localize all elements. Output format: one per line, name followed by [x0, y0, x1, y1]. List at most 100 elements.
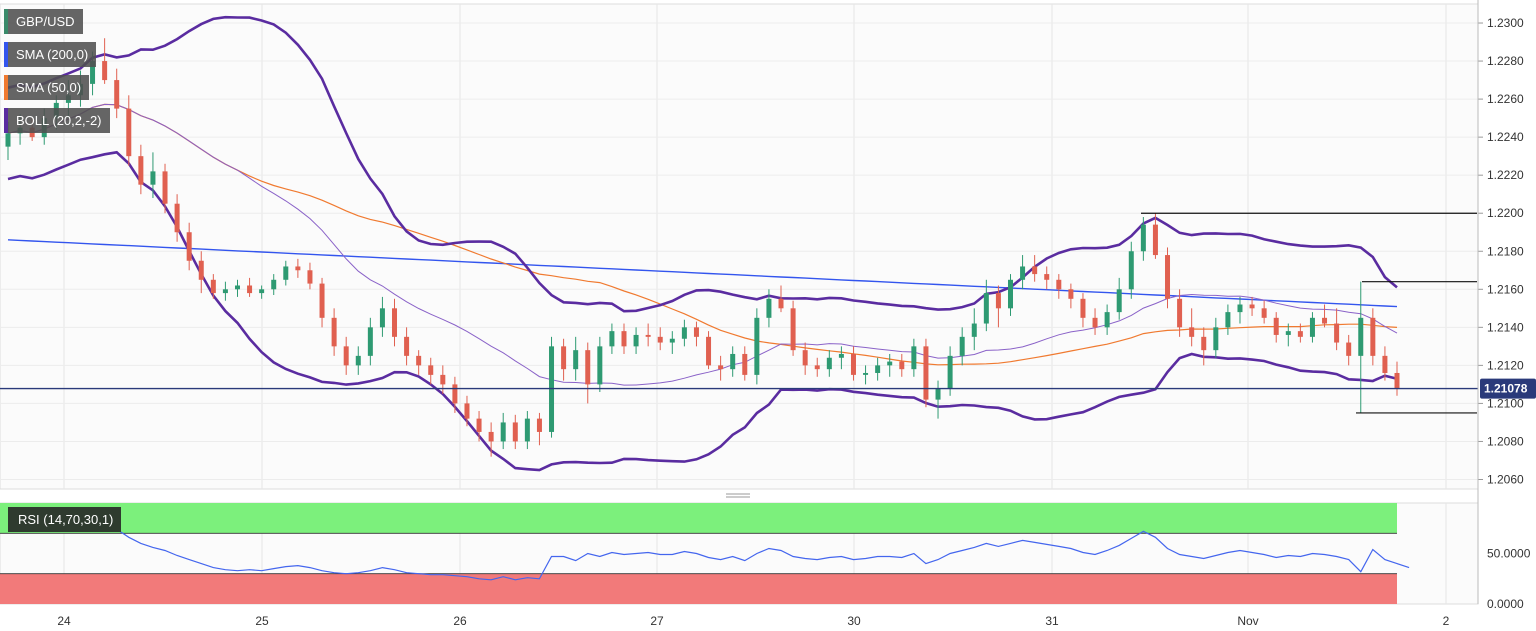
candle-body: [1201, 336, 1207, 351]
price-panel: [0, 3, 1479, 490]
candle-body: [222, 289, 228, 294]
candle-body: [681, 327, 687, 339]
candle-body: [657, 336, 663, 343]
candle-body: [379, 308, 385, 328]
legend-symbol-label: GBP/USD: [16, 14, 75, 29]
candle-body: [1249, 304, 1255, 309]
candle-body: [1285, 331, 1291, 335]
boll-middle-line: [7, 103, 1398, 386]
candle-body: [899, 361, 905, 370]
candle-body: [186, 232, 192, 261]
candle-body: [947, 355, 953, 389]
rsi-oversold-band: [0, 573, 1397, 604]
candle-body: [621, 331, 627, 347]
legend-rsi[interactable]: RSI (14,70,30,1): [4, 507, 122, 532]
x-tick-label: Nov: [1237, 614, 1258, 628]
x-tick-label: 26: [453, 614, 467, 628]
candle-body: [693, 327, 699, 337]
y-tick-label: 1.2300: [1487, 16, 1524, 30]
candle-body: [730, 353, 736, 370]
candle-body: [814, 365, 820, 370]
y-tick-label: 1.2280: [1487, 54, 1524, 68]
candle-body: [524, 418, 530, 442]
candle-body: [597, 346, 603, 385]
candle-body: [754, 317, 760, 375]
candle-body: [609, 331, 615, 347]
candle-body: [1032, 266, 1038, 275]
candle-body: [1394, 372, 1400, 389]
candle-body: [5, 133, 11, 147]
candle-body: [911, 346, 917, 370]
candle-body: [1140, 224, 1146, 252]
candle-body: [1382, 355, 1388, 373]
candle-body: [935, 388, 941, 400]
candle-body: [875, 365, 881, 373]
candle-body: [464, 403, 470, 419]
candle-body: [790, 308, 796, 351]
x-tick-label: 27: [650, 614, 664, 628]
candle-body: [247, 285, 253, 294]
candle-body: [838, 353, 844, 358]
x-tick-label: 30: [847, 614, 861, 628]
candle-body: [343, 346, 349, 366]
candle-body: [826, 357, 832, 370]
legend-sma50[interactable]: SMA (50,0): [4, 75, 90, 100]
candle-body: [259, 289, 265, 294]
legend-boll[interactable]: BOLL (20,2,-2): [4, 108, 110, 133]
candle-body: [778, 298, 784, 309]
candle-body: [1370, 317, 1376, 356]
candle-body: [162, 171, 168, 204]
candle-body: [706, 336, 712, 366]
candle-body: [404, 336, 410, 356]
candle-body: [174, 203, 180, 233]
candle-body: [90, 61, 96, 84]
x-tick-label: 2: [1443, 614, 1450, 628]
last-price-label: 1.21078: [1484, 382, 1528, 396]
y-tick-label: 1.2120: [1487, 358, 1524, 372]
y-tick-label: 1.2200: [1487, 206, 1524, 220]
candle-body: [1297, 331, 1303, 337]
candle-body: [500, 422, 506, 442]
candle-body: [1007, 279, 1013, 309]
candle-body: [887, 361, 893, 366]
candle-body: [392, 308, 398, 337]
candle-body: [645, 334, 651, 337]
candle-body: [488, 431, 494, 442]
candle-body: [1092, 317, 1098, 328]
candle-body: [307, 270, 313, 284]
candles: [5, 38, 1400, 457]
candle-body: [573, 350, 579, 370]
candle-body: [138, 156, 144, 185]
candle-body: [452, 384, 458, 404]
legend-symbol[interactable]: GBP/USD: [4, 9, 83, 34]
candle-body: [561, 346, 567, 370]
y-tick-label: 1.2260: [1487, 92, 1524, 106]
legend-sma200[interactable]: SMA (200,0): [4, 42, 97, 67]
candle-body: [1020, 266, 1026, 280]
candle-body: [971, 323, 977, 337]
candle-body: [1128, 251, 1134, 290]
rsi-line: [7, 522, 1410, 581]
candle-body: [995, 293, 1001, 309]
boll-lower-line: [7, 150, 1398, 472]
candle-body: [983, 293, 989, 324]
candle-body: [1177, 298, 1183, 328]
candle-body: [1225, 312, 1231, 328]
rsi-overbought-band: [0, 503, 1397, 534]
candle-body: [1044, 274, 1050, 280]
candle-body: [198, 260, 204, 280]
candle-body: [355, 355, 361, 366]
legend-rsi-label: RSI (14,70,30,1): [18, 512, 114, 527]
candle-body: [863, 372, 869, 375]
candle-body: [126, 108, 132, 157]
x-tick-label: 24: [57, 614, 71, 628]
candle-body: [416, 355, 422, 366]
candle-body: [476, 418, 482, 432]
candle-body: [766, 298, 772, 318]
candle-body: [1237, 304, 1243, 313]
reference-levels: 1.21078: [0, 212, 1536, 414]
candle-body: [319, 283, 325, 318]
candle-body: [512, 422, 518, 442]
candle-body: [331, 317, 337, 347]
